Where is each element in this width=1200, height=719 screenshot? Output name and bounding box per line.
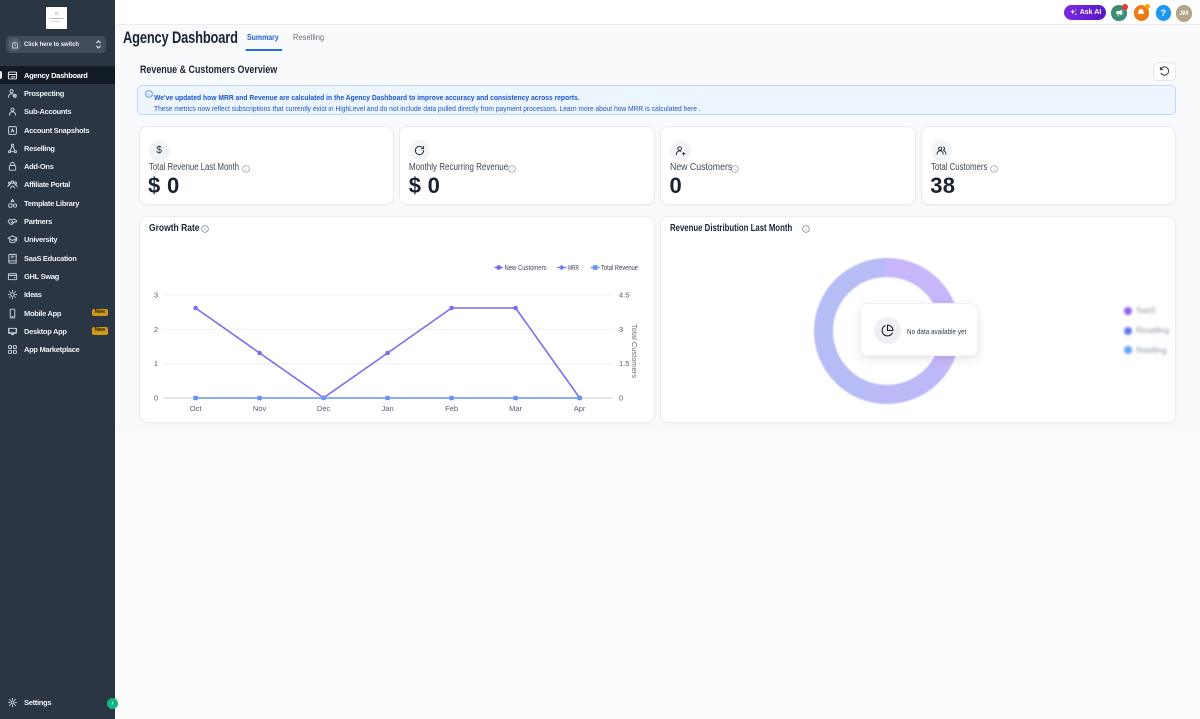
svg-text:0: 0 — [153, 394, 157, 403]
svg-text:Oct: Oct — [189, 404, 202, 413]
svg-text:Total Customers: Total Customers — [630, 324, 639, 378]
svg-text:2: 2 — [153, 325, 157, 334]
svg-text:4.5: 4.5 — [619, 291, 629, 300]
svg-text:0: 0 — [619, 394, 623, 403]
svg-text:MRR: MRR — [568, 265, 579, 272]
svg-text:Apr: Apr — [573, 404, 585, 413]
svg-text:3: 3 — [619, 325, 623, 334]
svg-text:Nov: Nov — [252, 404, 266, 413]
svg-text:Dec: Dec — [316, 404, 330, 413]
svg-text:1: 1 — [153, 359, 157, 368]
svg-text:1.5: 1.5 — [619, 359, 629, 368]
svg-text:Jan: Jan — [381, 404, 393, 413]
svg-text:Feb: Feb — [445, 404, 458, 413]
svg-text:New Customers: New Customers — [504, 265, 546, 272]
svg-text:Total Revenue: Total Revenue — [601, 265, 638, 272]
svg-text:Mar: Mar — [509, 404, 522, 413]
svg-text:3: 3 — [153, 291, 157, 300]
